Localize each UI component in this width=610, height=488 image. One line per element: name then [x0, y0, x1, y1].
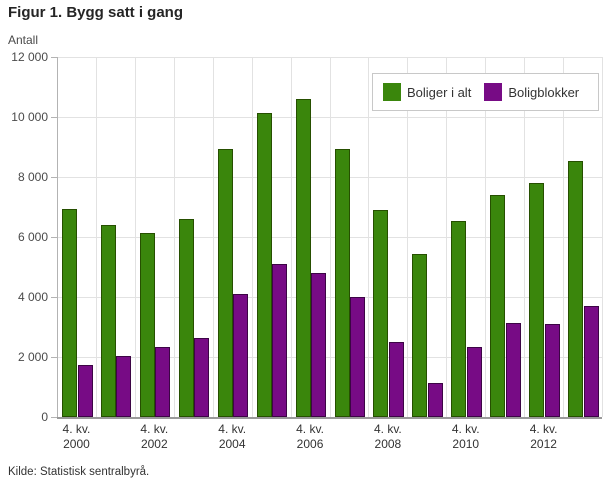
bar-boligblokker: [272, 264, 288, 417]
bar-boligblokker: [388, 342, 404, 417]
bar-boliger-i-alt: [451, 220, 467, 417]
x-axis-tick-label: 4. kv. 2000: [46, 422, 106, 452]
y-axis-tick-mark: [51, 237, 57, 238]
gridline-vertical: [602, 57, 603, 417]
legend-item-boligblokker: Boligblokker: [484, 83, 579, 101]
legend-label: Boliger i alt: [407, 84, 472, 100]
x-tick-year: 2008: [374, 437, 402, 451]
gridline-vertical: [524, 57, 526, 417]
x-tick-year: 2012: [530, 437, 557, 451]
x-axis-tick-label: 4. kv. 2002: [124, 422, 184, 452]
bar-boligblokker: [194, 337, 210, 417]
source-note: Kilde: Statistisk sentralbyrå.: [8, 466, 150, 478]
y-axis-unit-label: Antall: [8, 33, 39, 47]
gridline-vertical: [212, 57, 214, 417]
gridline-vertical: [134, 57, 136, 417]
x-tick-year: 2000: [63, 437, 90, 451]
bar-boliger-i-alt: [178, 219, 194, 417]
gridline-vertical: [95, 57, 97, 417]
x-tick-quarter: 4. kv.: [62, 422, 91, 436]
gridline-vertical: [368, 57, 370, 417]
bar-boligblokker: [427, 382, 443, 417]
y-axis-tick-label: 8 000: [17, 170, 48, 184]
x-tick-year: 2006: [296, 437, 324, 451]
x-tick-year: 2002: [140, 437, 168, 451]
x-tick-year: 2004: [218, 437, 246, 451]
bar-boliger-i-alt: [490, 195, 506, 417]
y-axis-tick-mark: [51, 357, 57, 358]
legend-item-boliger-i-alt: Boliger i alt: [383, 83, 471, 101]
x-axis-tick-label: 4. kv. 2010: [436, 422, 496, 452]
x-tick-quarter: 4. kv.: [529, 422, 558, 436]
bar-boligblokker: [155, 346, 171, 417]
bar-boliger-i-alt: [334, 148, 350, 417]
legend-swatch-green: [383, 83, 401, 101]
figure-title: Figur 1. Bygg satt i gang: [8, 4, 184, 21]
y-axis-tick-label: 12 000: [11, 50, 48, 64]
bar-boliger-i-alt: [256, 112, 272, 417]
gridline-vertical: [446, 57, 448, 417]
bar-boligblokker: [583, 306, 599, 417]
x-tick-quarter: 4. kv.: [451, 422, 480, 436]
gridline-vertical: [251, 57, 253, 417]
x-axis-tick-label: 4. kv. 2012: [514, 422, 574, 452]
bar-boligblokker: [77, 364, 93, 417]
gridline-vertical: [329, 57, 331, 417]
x-tick-quarter: 4. kv.: [140, 422, 169, 436]
x-axis-tick-label: 4. kv. 2006: [280, 422, 340, 452]
legend: Boliger i alt Boligblokker: [372, 73, 599, 111]
bar-boliger-i-alt: [100, 225, 116, 417]
x-tick-year: 2010: [452, 437, 480, 451]
legend-label: Boligblokker: [508, 84, 580, 100]
y-axis-tick-label: 6 000: [17, 230, 48, 244]
gridline-vertical: [485, 57, 487, 417]
bar-boligblokker: [311, 273, 327, 417]
y-axis-tick-mark: [51, 297, 57, 298]
y-axis-tick-mark: [51, 117, 57, 118]
x-tick-quarter: 4. kv.: [218, 422, 247, 436]
y-axis-tick-mark: [51, 177, 57, 178]
x-axis-tick-label: 4. kv. 2004: [202, 422, 262, 452]
y-axis-line: [57, 57, 58, 419]
x-axis-line: [57, 417, 602, 419]
bar-boliger-i-alt: [295, 99, 311, 417]
gridline-vertical: [407, 57, 409, 417]
gridline-vertical: [563, 57, 565, 417]
bar-boligblokker: [350, 297, 365, 417]
legend-swatch-purple: [484, 83, 503, 101]
y-axis-tick-label: 0: [41, 410, 48, 424]
bar-boliger-i-alt: [62, 208, 77, 417]
bar-boliger-i-alt: [217, 148, 233, 417]
y-axis-tick-label: 4 000: [17, 290, 48, 304]
y-axis-tick-mark: [51, 417, 57, 418]
gridline-vertical: [173, 57, 175, 417]
bar-boligblokker: [466, 346, 482, 417]
bar-boligblokker: [544, 324, 560, 417]
x-tick-quarter: 4. kv.: [296, 422, 324, 436]
bar-boliger-i-alt: [412, 253, 428, 417]
y-axis-tick-label: 2 000: [17, 350, 48, 364]
bar-boligblokker: [233, 294, 249, 417]
bar-boliger-i-alt: [529, 183, 545, 417]
x-tick-quarter: 4. kv.: [373, 422, 402, 436]
x-axis-tick-label: 4. kv. 2008: [358, 422, 418, 452]
y-axis-tick-mark: [51, 57, 57, 58]
gridline-vertical: [290, 57, 292, 417]
y-axis-tick-label: 10 000: [11, 110, 48, 124]
bar-boliger-i-alt: [568, 160, 584, 417]
bar-boligblokker: [116, 355, 132, 417]
bar-boligblokker: [505, 322, 521, 417]
bar-boliger-i-alt: [373, 210, 389, 417]
bar-boliger-i-alt: [139, 232, 155, 417]
